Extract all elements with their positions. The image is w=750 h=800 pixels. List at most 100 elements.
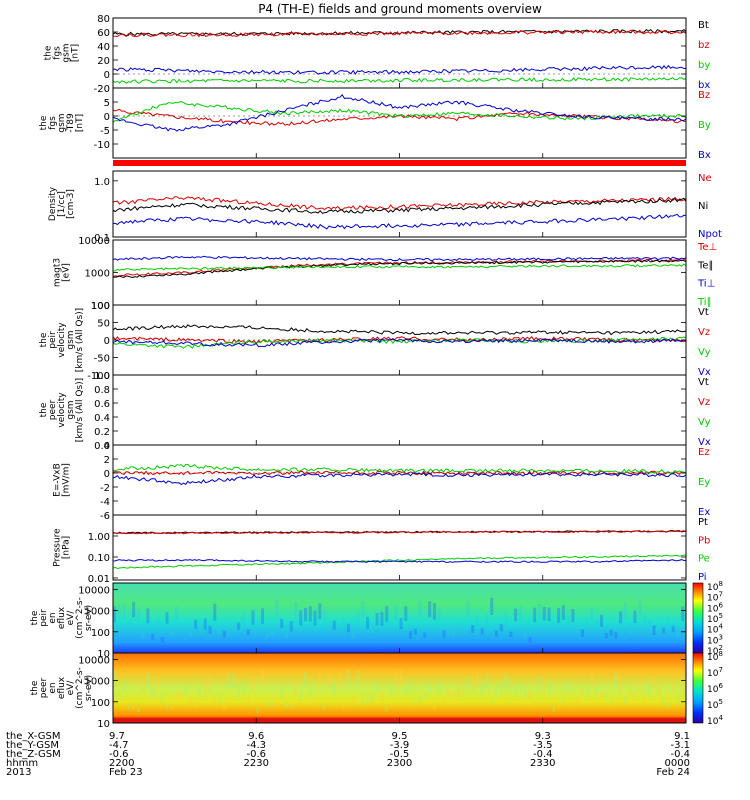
x-axis-value: 9.3 <box>535 731 551 742</box>
spectrogram-texture <box>557 608 561 624</box>
y-axis-label-line: eV/ <box>66 610 76 626</box>
spectrogram-texture <box>127 704 131 710</box>
spectrogram-texture <box>609 697 613 705</box>
y-tick-label: -2 <box>100 483 110 494</box>
spectrogram-texture <box>552 622 556 631</box>
y-tick-label: 0 <box>104 469 110 480</box>
spectrogram-texture <box>590 606 594 621</box>
spectrogram-texture <box>413 628 417 635</box>
spectrogram-texture <box>270 700 274 707</box>
y-axis-label: Pressure [nPa] <box>53 528 72 567</box>
spectrogram-texture <box>418 600 422 617</box>
spectrogram-texture <box>666 702 670 709</box>
spectrogram-texture <box>537 676 541 691</box>
y-ticks: 100 50 0 -50 -100 <box>87 301 686 382</box>
y-axis-label-line: peir <box>39 609 49 627</box>
legend-entry: Te⊥ <box>697 242 717 253</box>
spectrogram-texture <box>652 674 656 691</box>
spectrogram-texture <box>671 678 675 692</box>
panel-frame <box>112 17 687 89</box>
y-axis-label-line: eflux <box>57 676 67 699</box>
spectrogram-texture <box>643 695 647 705</box>
spectrogram-texture <box>676 696 680 705</box>
spectrogram-texture <box>604 694 608 702</box>
spectrogram-texture <box>504 672 508 689</box>
spectrogram-texture <box>452 690 456 702</box>
y-axis-label: the fgs gsm -T89 [nT] <box>39 113 85 133</box>
spectrogram-texture <box>580 682 584 696</box>
spectrogram-texture <box>628 684 632 697</box>
spectrogram-texture <box>160 637 164 643</box>
y-axis-label: the peer velocity gsm [km/s (All Qs)] <box>39 378 85 442</box>
spectrogram-texture <box>495 630 498 637</box>
spectrogram-texture <box>437 608 441 621</box>
spectrogram-texture <box>533 607 537 623</box>
y-axis-label-line: peir <box>48 331 58 349</box>
spectrogram-texture <box>117 691 121 701</box>
legend-entry: Vt <box>698 377 709 388</box>
spectrogram-texture <box>490 697 494 704</box>
spectrogram-texture <box>475 614 479 626</box>
y-axis-label-line: [km/s (All Qs)] <box>75 378 85 442</box>
spectrogram-texture <box>480 682 484 695</box>
y-axis-label-line: Density <box>48 186 58 221</box>
spectrogram-texture <box>294 601 298 618</box>
colorbar-gradient <box>692 582 704 654</box>
spectrogram-texture <box>600 614 604 627</box>
y-tick-label: 10000 <box>78 236 110 247</box>
y-axis-label-line: [cm-3] <box>66 189 76 219</box>
spectrogram-texture <box>628 624 632 635</box>
y-tick-label: -20 <box>94 84 110 95</box>
spectrogram-texture <box>256 707 260 713</box>
y-axis-label: the peir en eflux eV/(cm^2-s-sr-eV) <box>30 597 94 639</box>
spectrogram-texture <box>681 682 685 694</box>
spectrogram-texture <box>385 605 389 622</box>
series-line-Bx <box>112 93 687 132</box>
spectrogram-texture <box>232 672 236 688</box>
legend-entry: Bz <box>698 90 710 101</box>
spectrogram-texture <box>151 633 155 640</box>
legend-entry: By <box>698 120 711 131</box>
spectrogram-texture <box>203 680 207 693</box>
colorbar-label: 106 <box>707 682 723 695</box>
y-tick-label: 80 <box>97 14 110 25</box>
legend-entry: bx <box>698 80 710 91</box>
spectrogram-texture <box>423 692 427 701</box>
spectrogram-texture <box>590 672 594 690</box>
legend-entry: Pb <box>698 535 710 546</box>
spectrogram <box>113 653 686 723</box>
panel-7: Ez Ey Ex 4 2 0 -2 -4 -6 E=-VxB [mV/m] <box>53 441 711 522</box>
spectrogram-texture <box>662 697 666 706</box>
x-axis-row-label: the_X-GSM <box>6 731 60 742</box>
spectrogram-texture <box>418 696 422 703</box>
legend-entry: Ti∥ <box>697 297 712 308</box>
spectrogram-texture <box>294 682 298 696</box>
spectrogram-texture <box>332 620 336 630</box>
series-line-Ti⊥ <box>112 255 687 262</box>
y-tick-label: 0.2 <box>94 427 110 438</box>
spectrogram-texture <box>580 629 584 637</box>
legend-entry: Vy <box>698 417 711 428</box>
spectrogram-texture <box>275 599 279 616</box>
spectrogram-texture <box>165 612 169 624</box>
y-tick-label: 4 <box>104 441 110 452</box>
series-line-Ni <box>112 197 687 214</box>
spectrogram-texture <box>136 608 140 622</box>
spectrogram-texture <box>323 704 327 710</box>
x-axis-value: -0.6 <box>246 749 266 760</box>
spectrogram-texture <box>237 684 241 698</box>
legend-entry: Bx <box>698 150 711 161</box>
x-axis-row-label: hhmm <box>6 758 38 769</box>
y-axis-label: the peer en eflux eV/(cm^2-s-sr-eV) <box>30 667 94 709</box>
legend-entry: bz <box>698 40 710 51</box>
spectrogram-texture <box>571 609 575 623</box>
spectrogram-texture <box>265 632 269 639</box>
y-tick-label: 10 <box>97 719 110 730</box>
y-axis-label-line: [1/cc] <box>57 191 67 217</box>
y-ticks: 80 60 40 20 0 -20 <box>94 14 686 95</box>
legend-entry: Ni <box>698 201 708 212</box>
y-tick-label: 60 <box>97 28 110 39</box>
